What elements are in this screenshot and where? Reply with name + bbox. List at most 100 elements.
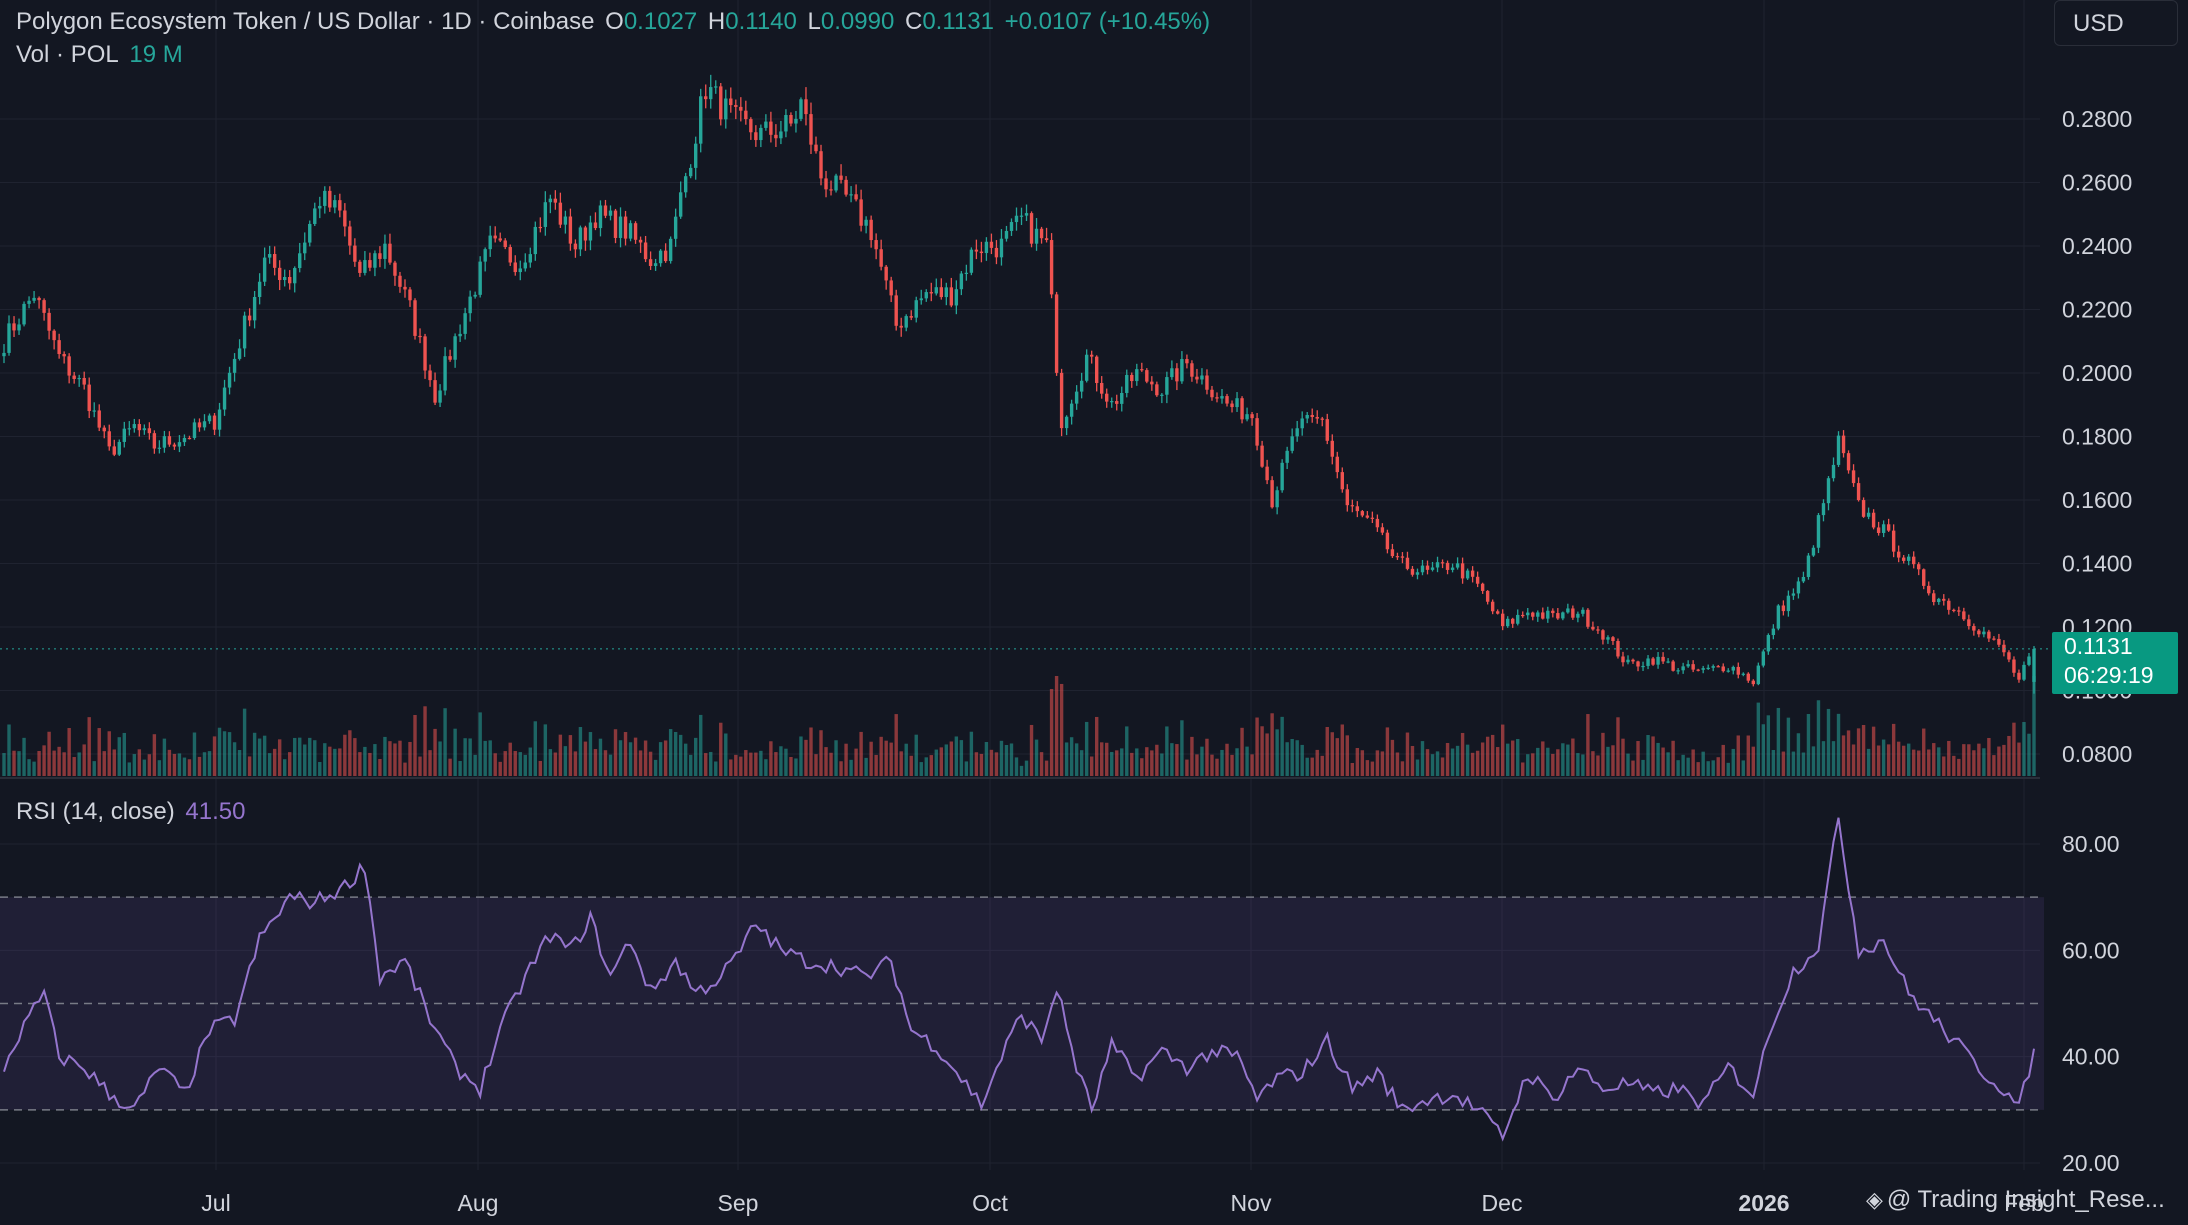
volume-bar: [483, 740, 487, 776]
volume-bar: [1581, 754, 1585, 776]
candle-body: [1069, 403, 1074, 417]
price-tick-label: 0.2600: [2062, 170, 2132, 196]
volume-bar: [112, 749, 116, 776]
rsi-tick-label: 20.00: [2062, 1150, 2120, 1176]
last-price-label: 0.1131 06:29:19: [2052, 632, 2178, 694]
volume-legend: Vol · POL 19 M: [16, 41, 187, 69]
candle-body: [2007, 652, 2011, 660]
rsi-label[interactable]: RSI (14, close): [16, 798, 175, 825]
volume-bar: [403, 762, 407, 776]
candle-body: [1200, 375, 1204, 380]
volume-bar: [1561, 743, 1565, 776]
symbol-title[interactable]: Polygon Ecosystem Token / US Dollar · 1D…: [16, 8, 595, 35]
volume-bar: [22, 737, 26, 776]
candle-body: [1616, 641, 1620, 657]
volume-bar: [1480, 742, 1485, 776]
volume-label[interactable]: Vol · POL: [16, 41, 119, 68]
candle-body: [754, 132, 758, 141]
time-tick-label: Dec: [1482, 1190, 1523, 1216]
candle-body: [1210, 389, 1214, 398]
candle-body: [1801, 576, 1806, 582]
candlestick-series[interactable]: [0, 74, 2052, 694]
volume-bar: [1094, 716, 1099, 776]
volume-bar: [42, 745, 46, 776]
candle-body: [1185, 359, 1189, 364]
volume-bar: [638, 750, 643, 776]
candle-body: [1751, 680, 1756, 685]
volume-bar: [543, 724, 548, 776]
volume-bar: [849, 759, 853, 776]
volume-bar: [2, 753, 6, 776]
candle-body: [1325, 419, 1329, 441]
volume-bar: [242, 708, 247, 776]
volume-bar: [593, 749, 598, 776]
volume-bar: [1546, 747, 1550, 776]
candle-body: [1190, 363, 1194, 377]
volume-bar: [1170, 743, 1174, 776]
volume-bar: [1450, 748, 1455, 776]
volume-bar: [82, 744, 86, 776]
volume-bar: [438, 741, 442, 776]
candle-body: [473, 294, 477, 297]
rsi-axis[interactable]: 80.00 60.00 40.00 20.00: [2062, 831, 2120, 1176]
candle-body: [1385, 532, 1390, 550]
volume-bar: [548, 749, 553, 776]
candle-body: [1485, 590, 1490, 602]
candle-body: [1886, 524, 1891, 531]
candle-body: [914, 300, 918, 318]
volume-bar: [1079, 750, 1084, 776]
candle-body: [1430, 567, 1435, 570]
candle-body: [849, 194, 853, 196]
volume-bar: [433, 728, 437, 776]
candle-body: [1636, 661, 1640, 667]
volume-bar: [363, 746, 367, 776]
volume-bar: [1756, 702, 1761, 776]
candle-body: [137, 424, 142, 431]
candle-body: [598, 205, 603, 229]
time-axis[interactable]: Jul Aug Sep Oct Nov Dec 2026 Feb: [201, 1190, 2044, 1216]
volume-bar: [673, 731, 678, 776]
currency-button[interactable]: USD: [2054, 0, 2178, 46]
volume-bar: [162, 738, 167, 776]
volume-bar: [1039, 752, 1044, 776]
candle-body: [458, 333, 462, 337]
candle-body: [859, 199, 863, 226]
volume-bar: [1937, 747, 1941, 776]
candle-body: [388, 243, 392, 263]
candle-body: [1470, 570, 1475, 577]
volume-bar: [1235, 748, 1239, 776]
volume-bar: [974, 752, 979, 776]
candle-body: [483, 249, 487, 262]
candle-body: [1791, 593, 1796, 596]
volume-bar: [588, 732, 593, 776]
candle-body: [328, 190, 332, 208]
candle-body: [97, 410, 101, 428]
volume-bar: [1105, 742, 1109, 776]
candle-body: [1445, 562, 1450, 570]
rsi-line[interactable]: [3, 817, 2035, 1142]
volume-bar: [328, 746, 332, 776]
rsi-level-lines: [0, 896, 2044, 1111]
volume-bar: [814, 754, 818, 776]
volume-bar: [1420, 741, 1425, 776]
volume-bar: [1300, 744, 1304, 776]
candle-body: [1871, 512, 1876, 528]
volume-bar: [1721, 744, 1725, 776]
candle-body: [879, 249, 883, 267]
volume-bar: [1165, 726, 1169, 776]
volume-bar: [839, 761, 843, 776]
candle-body: [668, 238, 673, 262]
candle-body: [864, 219, 868, 226]
volume-bar: [2032, 676, 2036, 776]
candle-body: [1089, 354, 1094, 357]
rsi-legend: RSI (14, close) 41.50: [16, 798, 249, 826]
volume-bar: [1626, 753, 1630, 776]
candle-body: [1450, 567, 1455, 570]
candle-body: [1105, 393, 1109, 402]
volume-bar: [1210, 754, 1214, 776]
volume-bar: [27, 759, 31, 776]
candle-body: [939, 287, 944, 298]
volume-bar: [1932, 743, 1936, 776]
